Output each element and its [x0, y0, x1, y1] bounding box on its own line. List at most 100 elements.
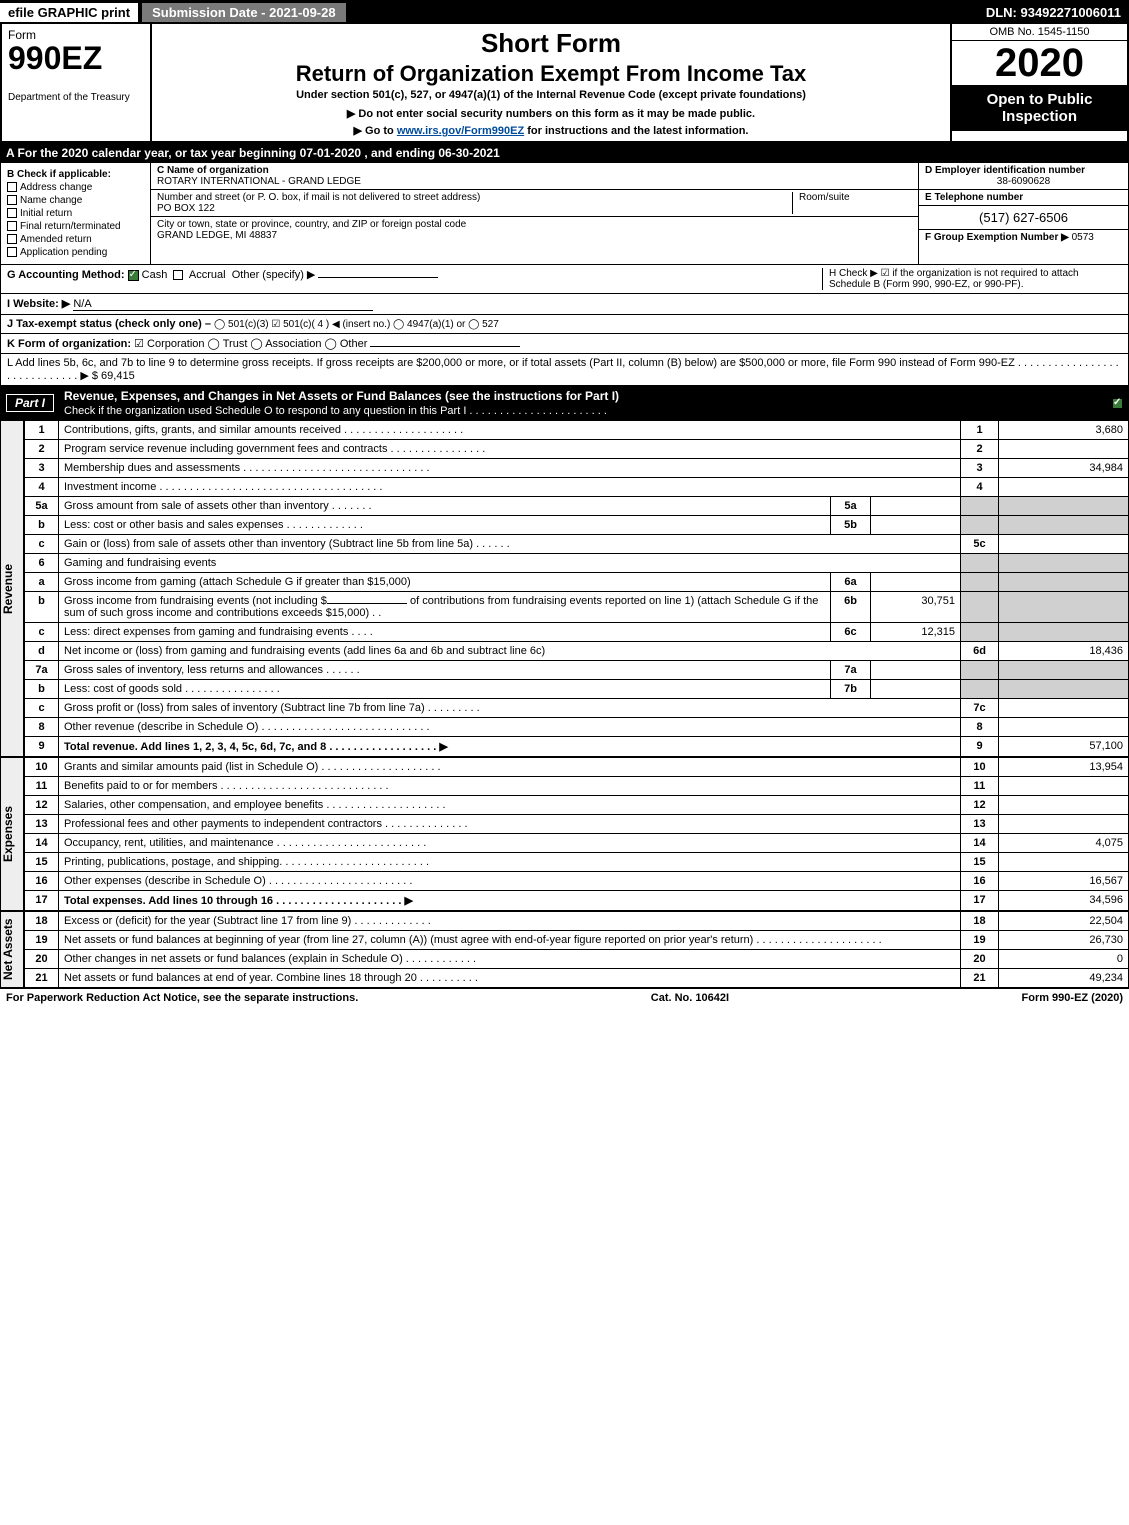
org-name-value: ROTARY INTERNATIONAL - GRAND LEDGE	[157, 176, 361, 187]
chk-application-pending[interactable]: Application pending	[7, 247, 144, 258]
box-d: D Employer identification number 38-6090…	[919, 163, 1128, 190]
header-right: OMB No. 1545-1150 2020 Open to Public In…	[952, 24, 1127, 141]
ein-label: D Employer identification number	[925, 165, 1122, 176]
line-15: 15Printing, publications, postage, and s…	[25, 853, 1129, 872]
line-6c: cLess: direct expenses from gaming and f…	[25, 623, 1129, 642]
box-g: G Accounting Method: Cash Accrual Other …	[7, 268, 822, 290]
line-7b: bLess: cost of goods sold . . . . . . . …	[25, 680, 1129, 699]
goto-line: ▶ Go to www.irs.gov/Form990EZ for instru…	[160, 124, 942, 137]
short-form-title: Short Form	[160, 28, 942, 59]
goto-link[interactable]: www.irs.gov/Form990EZ	[397, 125, 524, 137]
footer-right: Form 990-EZ (2020)	[1022, 992, 1123, 1004]
k-label: K Form of organization:	[7, 338, 131, 350]
part1-header: Part I Revenue, Expenses, and Changes in…	[0, 386, 1129, 420]
box-b: B Check if applicable: Address change Na…	[1, 163, 151, 264]
period-bar: A For the 2020 calendar year, or tax yea…	[0, 143, 1129, 163]
header-mid: Short Form Return of Organization Exempt…	[152, 24, 952, 141]
line-13: 13Professional fees and other payments t…	[25, 815, 1129, 834]
box-c: C Name of organization ROTARY INTERNATIO…	[151, 163, 918, 264]
part1-check-line: Check if the organization used Schedule …	[64, 405, 607, 417]
revenue-table: 1Contributions, gifts, grants, and simil…	[24, 420, 1129, 757]
g-other: Other (specify) ▶	[232, 269, 316, 281]
k-opts: ☑ Corporation ◯ Trust ◯ Association ◯ Ot…	[134, 338, 367, 350]
submission-date: Submission Date - 2021-09-28	[142, 3, 346, 22]
line-8: 8Other revenue (describe in Schedule O) …	[25, 718, 1129, 737]
g-cash: Cash	[142, 269, 168, 281]
netassets-section: Net Assets 18Excess or (deficit) for the…	[0, 911, 1129, 988]
i-value: N/A	[73, 298, 373, 311]
row-g-h: G Accounting Method: Cash Accrual Other …	[0, 265, 1129, 294]
street-value: PO BOX 122	[157, 203, 792, 214]
line-5c: cGain or (loss) from sale of assets othe…	[25, 535, 1129, 554]
revenue-section: Revenue 1Contributions, gifts, grants, a…	[0, 420, 1129, 757]
org-name-label: C Name of organization	[157, 165, 361, 176]
line-10: 10Grants and similar amounts paid (list …	[25, 758, 1129, 777]
return-title: Return of Organization Exempt From Incom…	[160, 61, 942, 87]
line-7a: 7aGross sales of inventory, less returns…	[25, 661, 1129, 680]
g-other-line[interactable]	[318, 277, 438, 278]
room-suite: Room/suite	[792, 192, 912, 214]
part1-checkbox[interactable]	[1112, 398, 1123, 409]
side-expenses: Expenses	[0, 757, 24, 911]
phone-label: E Telephone number	[925, 192, 1122, 203]
line-11: 11Benefits paid to or for members . . . …	[25, 777, 1129, 796]
chk-initial-return[interactable]: Initial return	[7, 208, 144, 219]
department-label: Department of the Treasury	[8, 92, 144, 103]
chk-accrual[interactable]	[173, 270, 183, 280]
g-label: G Accounting Method:	[7, 269, 125, 281]
group-exemption-value: 0573	[1072, 232, 1094, 243]
line-18: 18Excess or (deficit) for the year (Subt…	[25, 912, 1129, 931]
chk-final-return[interactable]: Final return/terminated	[7, 221, 144, 232]
box-i: I Website: ▶ N/A	[0, 294, 1129, 315]
i-label: I Website: ▶	[7, 298, 70, 310]
city-value: GRAND LEDGE, MI 48837	[157, 230, 466, 241]
line-6: 6Gaming and fundraising events	[25, 554, 1129, 573]
line-7c: cGross profit or (loss) from sales of in…	[25, 699, 1129, 718]
expenses-section: Expenses 10Grants and similar amounts pa…	[0, 757, 1129, 911]
chk-cash[interactable]	[128, 270, 139, 281]
city-row: City or town, state or province, country…	[151, 217, 918, 243]
info-block: B Check if applicable: Address change Na…	[0, 163, 1129, 265]
box-e: E Telephone number	[919, 190, 1128, 206]
netassets-table: 18Excess or (deficit) for the year (Subt…	[24, 911, 1129, 988]
info-right: D Employer identification number 38-6090…	[918, 163, 1128, 264]
group-exemption-label: F Group Exemption Number ▶	[925, 232, 1069, 243]
ein-value: 38-6090628	[925, 176, 1122, 187]
box-l: L Add lines 5b, 6c, and 7b to line 9 to …	[0, 354, 1129, 386]
footer-left: For Paperwork Reduction Act Notice, see …	[6, 992, 358, 1004]
footer: For Paperwork Reduction Act Notice, see …	[0, 988, 1129, 1007]
part1-title: Revenue, Expenses, and Changes in Net As…	[64, 389, 1112, 417]
line-12: 12Salaries, other compensation, and empl…	[25, 796, 1129, 815]
line-17: 17Total expenses. Add lines 10 through 1…	[25, 891, 1129, 911]
line-6d: dNet income or (loss) from gaming and fu…	[25, 642, 1129, 661]
k-other-line[interactable]	[370, 346, 520, 347]
chk-address-change[interactable]: Address change	[7, 182, 144, 193]
city-label: City or town, state or province, country…	[157, 219, 466, 230]
top-bar: efile GRAPHIC print Submission Date - 20…	[0, 0, 1129, 24]
under-section: Under section 501(c), 527, or 4947(a)(1)…	[160, 89, 942, 101]
line-19: 19Net assets or fund balances at beginni…	[25, 931, 1129, 950]
street-label: Number and street (or P. O. box, if mail…	[157, 192, 792, 203]
line-6a: aGross income from gaming (attach Schedu…	[25, 573, 1129, 592]
line-5b: bLess: cost or other basis and sales exp…	[25, 516, 1129, 535]
do-not-enter: ▶ Do not enter social security numbers o…	[160, 107, 942, 120]
line-16: 16Other expenses (describe in Schedule O…	[25, 872, 1129, 891]
efile-label: efile GRAPHIC print	[0, 3, 138, 22]
line-3: 3Membership dues and assessments . . . .…	[25, 459, 1129, 478]
street-row: Number and street (or P. O. box, if mail…	[151, 190, 918, 217]
box-f: F Group Exemption Number ▶ 0573	[919, 230, 1128, 245]
j-opts: ◯ 501(c)(3) ☑ 501(c)( 4 ) ◀ (insert no.)…	[214, 319, 499, 330]
box-h: H Check ▶ ☑ if the organization is not r…	[822, 268, 1122, 290]
form-header: Form 990EZ Department of the Treasury Sh…	[0, 24, 1129, 143]
open-to-public: Open to Public Inspection	[952, 85, 1127, 131]
dln-number: DLN: 93492271006011	[978, 3, 1129, 22]
line-1: 1Contributions, gifts, grants, and simil…	[25, 421, 1129, 440]
chk-amended-return[interactable]: Amended return	[7, 234, 144, 245]
line-9: 9Total revenue. Add lines 1, 2, 3, 4, 5c…	[25, 737, 1129, 757]
chk-name-change[interactable]: Name change	[7, 195, 144, 206]
phone-value: (517) 627-6506	[919, 206, 1128, 230]
line-14: 14Occupancy, rent, utilities, and mainte…	[25, 834, 1129, 853]
room-label: Room/suite	[799, 192, 912, 203]
contrib-blank[interactable]	[327, 603, 407, 604]
line-5a: 5aGross amount from sale of assets other…	[25, 497, 1129, 516]
